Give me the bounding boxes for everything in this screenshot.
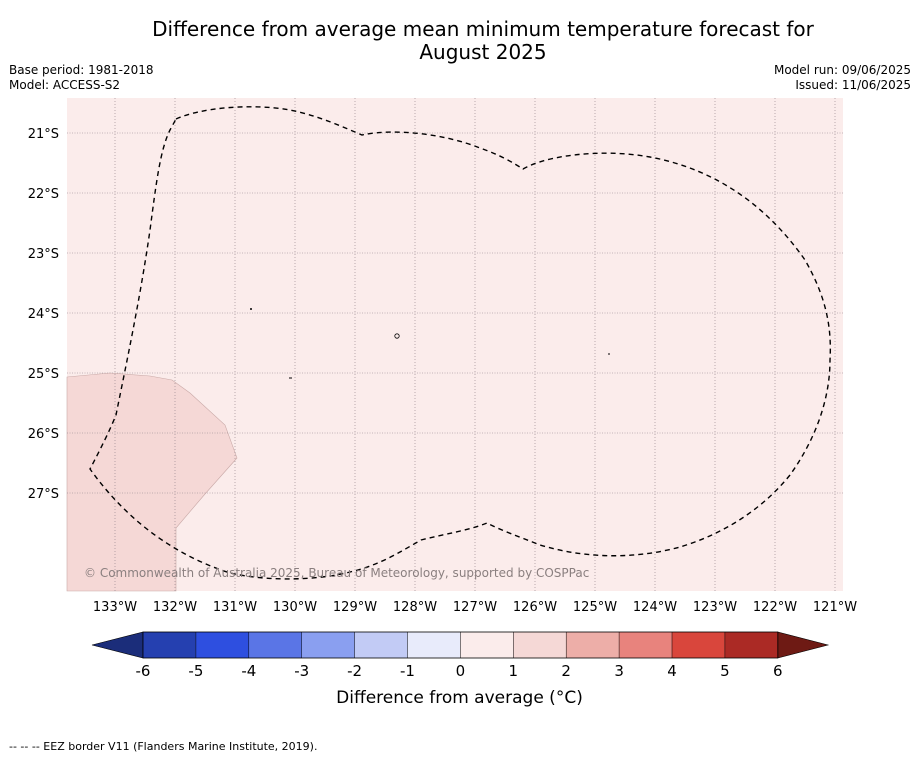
latitude-labels: 21°S 22°S 23°S 24°S 25°S 26°S 27°S [28,127,59,502]
colorbar-segment [301,632,355,658]
latitude-label: 22°S [28,187,59,202]
colorbar-segment [354,632,408,658]
latitude-label: 24°S [28,307,59,322]
latitude-label: 23°S [28,247,59,262]
eez-border [89,106,832,580]
latitude-label: 26°S [28,427,59,442]
colorbar-segment [460,632,514,658]
colorbar-tick-label: 6 [773,662,783,680]
colorbar-segment [566,632,620,658]
longitude-label: 129°W [333,600,377,615]
colorbar-tick-label: 0 [456,662,466,680]
map-area [67,98,843,591]
model-text: Model: ACCESS-S2 [9,78,121,92]
footnote: -- -- -- EEZ border V11 (Flanders Marine… [9,740,318,753]
colorbar-label-prefix: Difference from average ( [336,688,556,708]
colorbar-tick-label: -4 [241,662,256,680]
colorbar-segment [407,632,461,658]
colorbar-tick-label: -2 [347,662,362,680]
copyright-text: © Commonwealth of Australia 2025, Bureau… [84,566,589,580]
island-marks [250,308,610,379]
colorbar-tick-label: -5 [188,662,203,680]
colorbar-segment [513,632,567,658]
longitude-label: 123°W [693,600,737,615]
colorbar-segment [672,632,725,658]
longitude-label: 133°W [93,600,137,615]
base-period-text: Base period: 1981-2018 [9,63,154,77]
colorbar-tick-label: 2 [561,662,571,680]
latitude-label: 27°S [28,487,59,502]
longitude-label: 127°W [453,600,497,615]
anomaly-patch [66,372,238,592]
longitude-label: 128°W [393,600,437,615]
longitude-label: 121°W [813,600,857,615]
issued-text: Issued: 11/06/2025 [795,78,911,92]
colorbar-tick-label: -1 [400,662,415,680]
colorbar-segment [195,632,249,658]
colorbar-low-extension [91,631,144,659]
longitude-labels: 133°W 132°W 131°W 130°W 129°W 128°W 127°W 126°W… [93,600,857,615]
map-figure: © Commonwealth of Australia 2025, Bureau… [28,98,857,680]
colorbar [91,631,830,659]
longitude-label: 124°W [633,600,677,615]
longitude-label: 122°W [753,600,797,615]
gridlines [67,98,843,591]
colorbar-tick-label: 5 [720,662,730,680]
colorbar-tick-label: -6 [136,662,151,680]
colorbar-high-extension [777,631,830,659]
colorbar-segment [248,632,302,658]
latitude-label: 21°S [28,127,59,142]
longitude-label: 125°W [573,600,617,615]
model-run-text: Model run: 09/06/2025 [773,63,911,77]
meta-right: Model run: 09/06/2025 Issued: 11/06/2025 [774,63,911,93]
colorbar-label-suffix: ) [576,688,583,708]
colorbar-tick-label: 1 [509,662,519,680]
colorbar-label: Difference from average (°C) [0,688,919,708]
longitude-label: 126°W [513,600,557,615]
latitude-label: 25°S [28,367,59,382]
longitude-label: 131°W [213,600,257,615]
chart-title: Difference from average mean minimum tem… [0,18,919,64]
colorbar-segment [724,632,778,658]
longitude-label: 130°W [273,600,317,615]
longitude-label: 132°W [153,600,197,615]
title-line-1: Difference from average mean minimum tem… [152,17,814,41]
colorbar-tick-label: 4 [667,662,677,680]
colorbar-segment [143,632,196,658]
title-line-2: August 2025 [419,40,547,64]
meta-left: Base period: 1981-2018 Model: ACCESS-S2 [9,63,154,93]
colorbar-tick-label: -3 [294,662,309,680]
colorbar-tick-labels: -6 -5 -4 -3 -2 -1 0 1 2 3 4 5 6 [136,662,783,680]
colorbar-label-unit: °C [555,688,577,708]
colorbar-segment [619,632,672,658]
colorbar-tick-label: 3 [614,662,624,680]
